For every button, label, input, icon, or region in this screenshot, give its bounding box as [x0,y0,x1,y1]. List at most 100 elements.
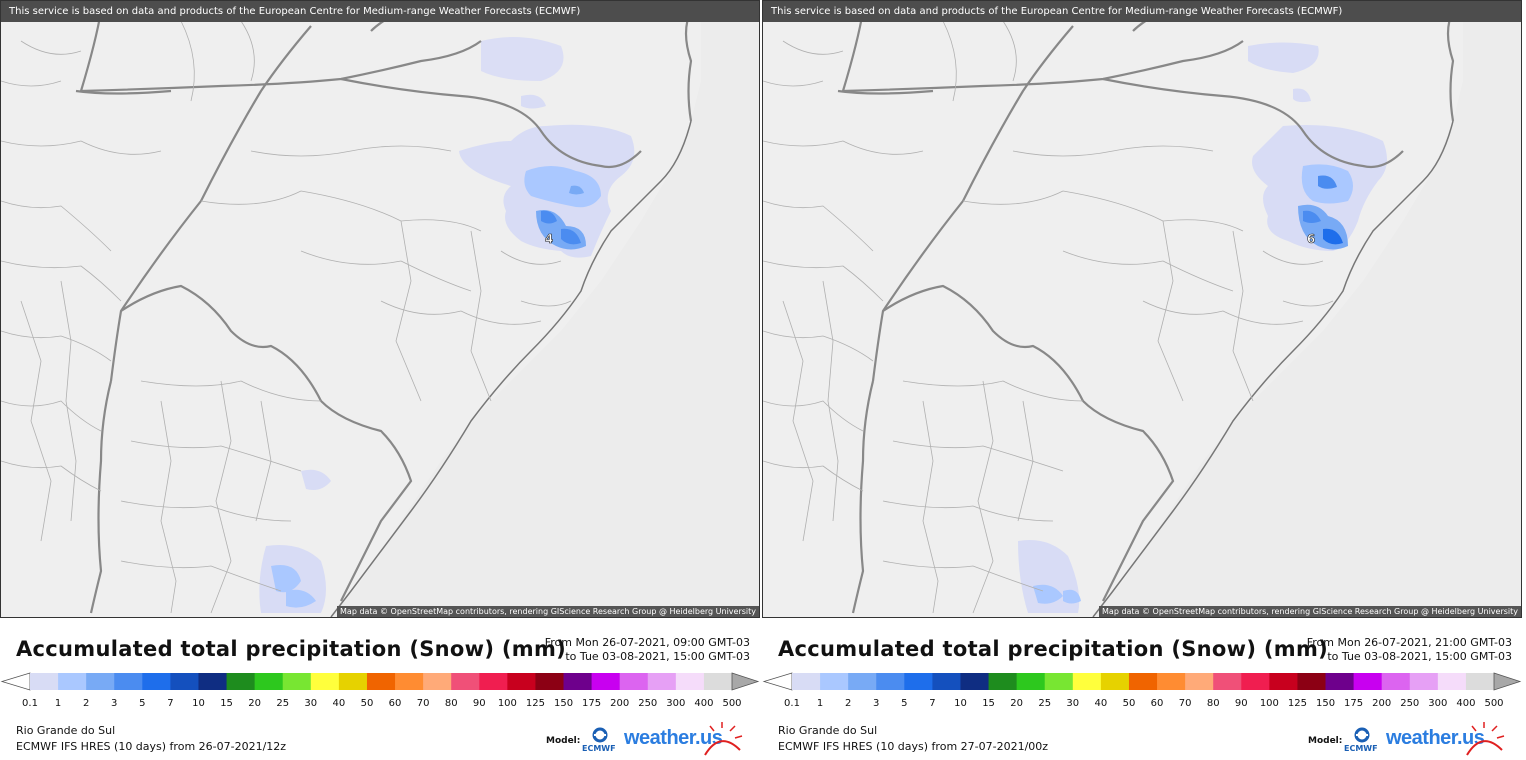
scale-tick-label: 400 [1456,698,1475,709]
scale-tick-label: 5 [901,698,907,709]
map-canvas: 6 [763,1,1521,617]
scale-tick-label: 175 [582,698,601,709]
scale-swatch [310,673,340,690]
scale-tick-label: 10 [192,698,205,709]
scale-right-arrow [1493,672,1522,691]
scale-swatch [591,673,621,690]
scale-swatch [1437,673,1467,690]
forecast-panel-left: 4 This service is based on data and prod… [0,0,760,760]
scale-tick-label: 80 [445,698,458,709]
scale-tick-label: 15 [220,698,233,709]
scale-tick-label: 30 [1066,698,1079,709]
scale-swatch [114,673,143,690]
scale-tick-label: 7 [167,698,173,709]
scale-right-arrow [731,672,760,691]
map-canvas: 4 [1,1,759,617]
scale-swatch [1269,673,1298,690]
scale-swatch [1185,673,1214,690]
precipitation-map[interactable]: 6 This service is based on data and prod… [762,0,1522,618]
precipitation-map[interactable]: 4 This service is based on data and prod… [0,0,760,618]
period-to: to Tue 03-08-2021, 15:00 GMT-03 [565,650,750,663]
scale-swatch [1157,673,1186,690]
scale-swatch [1381,673,1411,690]
scale-swatch [30,673,59,690]
scale-tick-label: 125 [1288,698,1307,709]
scale-swatch [423,673,452,690]
scale-tick-label: 0.1 [22,698,38,709]
scale-tick-label: 15 [982,698,995,709]
scale-tick-label: 90 [1235,698,1248,709]
scale-tick-label: 20 [1010,698,1023,709]
scale-tick-label: 10 [954,698,967,709]
scale-tick-label: 80 [1207,698,1220,709]
scale-swatch [563,673,593,690]
scale-swatch [1465,673,1495,690]
scale-swatch [988,673,1018,690]
scale-swatch [1072,673,1102,690]
scale-swatch [1016,673,1046,690]
scale-tick-label: 3 [873,698,879,709]
scale-tick-label: 40 [333,698,346,709]
scale-tick-label: 500 [722,698,741,709]
scale-swatch [703,673,733,690]
model-label: Model: [546,736,581,746]
ecmwf-logo-text: ECMWF [582,744,616,753]
scale-swatch [647,673,677,690]
scale-tick-label: 60 [1151,698,1164,709]
scale-swatch [395,673,424,690]
scale-tick-label: 50 [361,698,374,709]
scale-swatch [1241,673,1270,690]
scale-swatch [282,673,312,690]
scale-swatch [1100,673,1130,690]
period-to: to Tue 03-08-2021, 15:00 GMT-03 [1327,650,1512,663]
scale-tick-label: 125 [526,698,545,709]
forecast-panel-right: 6 This service is based on data and prod… [762,0,1522,760]
ecmwf-attribution-bar: This service is based on data and produc… [1,1,759,22]
scale-tick-label: 30 [304,698,317,709]
period-from: From Mon 26-07-2021, 09:00 GMT-03 [544,636,750,649]
weather-us-logo[interactable]: weather.us [1386,727,1485,749]
scale-tick-label: 400 [694,698,713,709]
model-run-info: ECMWF IFS HRES (10 days) from 26-07-2021… [16,740,287,753]
scale-swatch [1325,673,1355,690]
model-run-info: ECMWF IFS HRES (10 days) from 27-07-2021… [778,740,1049,753]
sun-icon [1466,722,1505,756]
chart-title: Accumulated total precipitation (Snow) (… [778,637,1329,661]
scale-tick-label: 70 [417,698,430,709]
region-name: Rio Grande do Sul [778,724,878,737]
model-label: Model: [1308,736,1343,746]
scale-swatch [507,673,536,690]
scale-swatch [1409,673,1439,690]
scale-tick-label: 40 [1095,698,1108,709]
max-value-label: 6 [1307,232,1315,246]
scale-tick-label: 1 [55,698,61,709]
scale-tick-label: 5 [139,698,145,709]
weather-us-logo[interactable]: weather.us [624,727,723,749]
scale-swatch [1128,673,1158,690]
map-attribution[interactable]: Map data © OpenStreetMap contributors, r… [337,606,759,617]
scale-swatch [960,673,990,690]
scale-swatch [848,673,877,690]
scale-tick-label: 150 [554,698,573,709]
scale-tick-label: 300 [1428,698,1447,709]
ecmwf-attribution-bar: This service is based on data and produc… [763,1,1521,22]
chart-title: Accumulated total precipitation (Snow) (… [16,637,567,661]
scale-swatch [254,673,284,690]
scale-tick-label: 500 [1484,698,1503,709]
ecmwf-logo-icon [1354,727,1370,743]
scale-tick-label: 2 [83,698,89,709]
scale-swatch [1297,673,1327,690]
scale-tick-label: 250 [638,698,657,709]
scale-tick-label: 60 [389,698,402,709]
scale-swatch [142,673,171,690]
scale-swatch [675,673,705,690]
max-value-label: 4 [545,232,553,246]
map-attribution[interactable]: Map data © OpenStreetMap contributors, r… [1099,606,1521,617]
scale-tick-label: 7 [929,698,935,709]
period-from: From Mon 26-07-2021, 21:00 GMT-03 [1306,636,1512,649]
scale-tick-label: 250 [1400,698,1419,709]
scale-swatch [58,673,87,690]
scale-left-arrow [0,672,31,691]
scale-tick-label: 100 [498,698,517,709]
scale-swatch [198,673,228,690]
